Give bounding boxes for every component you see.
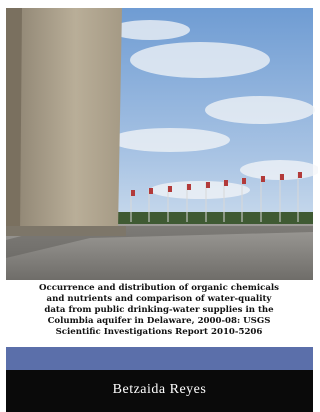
title-line: Scientific Investigations Report 2010-52… [0,327,318,338]
book-cover: Occurrence and distribution of organic c… [0,0,318,412]
title-line: data from public drinking-water supplies… [0,305,318,316]
author: Betzaida Reyes [6,370,313,412]
page: Occurrence and distribution of organic c… [0,0,318,412]
cover-photo [0,0,318,282]
title-line: Occurrence and distribution of organic c… [0,283,318,294]
title-line: and nutrients and comparison of water-qu… [0,294,318,305]
title-line: Columbia aquifer in Delaware, 2000-08: U… [0,316,318,327]
book-title: Occurrence and distribution of organic c… [0,283,318,338]
blue-band [6,347,313,370]
